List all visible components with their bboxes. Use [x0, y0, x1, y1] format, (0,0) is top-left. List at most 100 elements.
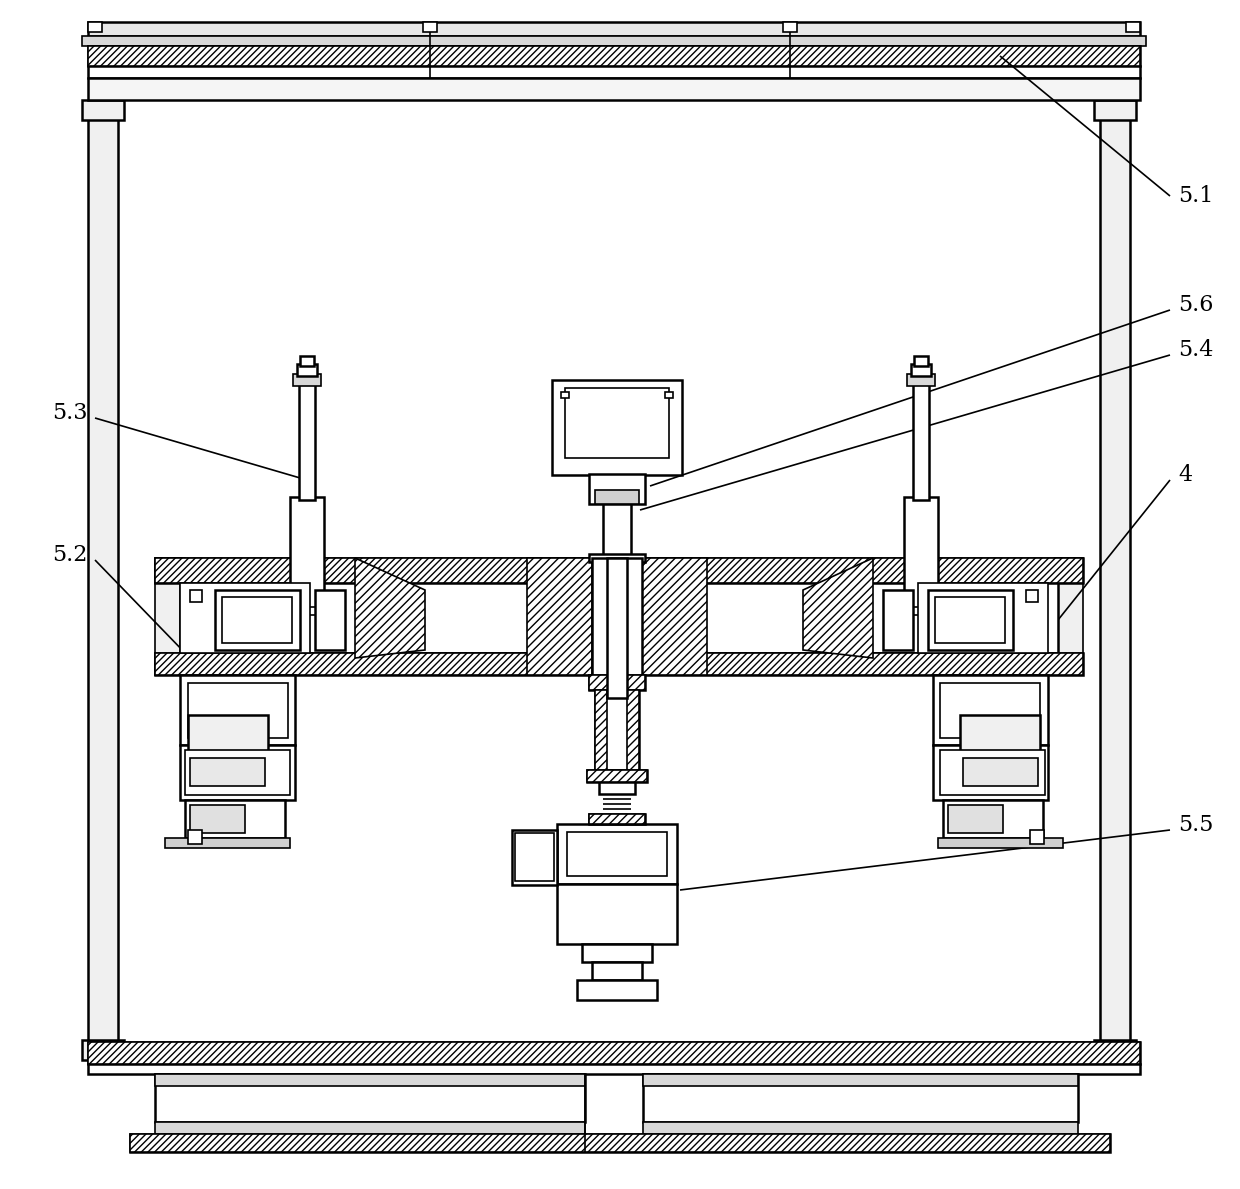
Bar: [180, 675, 295, 746]
Bar: [190, 590, 202, 602]
Bar: [595, 690, 639, 770]
Bar: [935, 597, 1004, 643]
Bar: [603, 504, 631, 559]
Bar: [155, 558, 1083, 583]
Bar: [589, 675, 645, 690]
Bar: [782, 23, 797, 32]
Bar: [88, 23, 1140, 36]
Bar: [285, 608, 329, 615]
Bar: [155, 1074, 585, 1122]
Text: 4: 4: [1178, 464, 1192, 486]
Bar: [932, 746, 1048, 800]
Bar: [627, 690, 639, 770]
Bar: [88, 78, 1140, 100]
Bar: [222, 597, 291, 643]
Bar: [180, 746, 295, 800]
Bar: [589, 814, 645, 824]
Text: 5.6: 5.6: [1178, 294, 1214, 316]
Bar: [595, 690, 608, 770]
Bar: [665, 392, 673, 398]
Bar: [582, 944, 652, 962]
Bar: [940, 750, 1045, 795]
Bar: [589, 554, 645, 562]
Bar: [644, 1122, 1078, 1134]
Bar: [963, 759, 1038, 786]
Bar: [567, 832, 667, 876]
Bar: [423, 23, 436, 32]
Bar: [928, 590, 1013, 650]
Bar: [1030, 830, 1044, 844]
Bar: [315, 590, 345, 650]
Bar: [185, 800, 285, 838]
Bar: [1126, 23, 1140, 32]
Bar: [565, 388, 670, 458]
Bar: [299, 382, 315, 501]
Bar: [130, 1134, 1110, 1152]
Bar: [215, 590, 300, 650]
Bar: [512, 830, 557, 885]
Polygon shape: [355, 558, 425, 658]
Bar: [949, 805, 1003, 833]
Bar: [899, 608, 942, 615]
Bar: [88, 1042, 1140, 1064]
Bar: [155, 1074, 585, 1086]
Bar: [290, 497, 324, 612]
Bar: [300, 356, 314, 366]
Bar: [883, 590, 913, 650]
Bar: [130, 1134, 1110, 1152]
Bar: [911, 364, 931, 376]
Bar: [155, 558, 1083, 583]
Bar: [188, 715, 268, 755]
Bar: [1100, 108, 1130, 1045]
Polygon shape: [804, 558, 873, 658]
Bar: [557, 824, 677, 883]
Bar: [155, 1122, 585, 1134]
Bar: [165, 838, 290, 848]
Bar: [906, 375, 935, 386]
Bar: [155, 558, 185, 675]
Bar: [298, 364, 317, 376]
Bar: [577, 980, 657, 1000]
Bar: [88, 23, 102, 32]
Bar: [82, 1040, 124, 1061]
Bar: [188, 682, 288, 738]
Text: 5.3: 5.3: [52, 402, 88, 424]
Bar: [88, 1064, 1140, 1074]
Bar: [599, 782, 635, 794]
Bar: [904, 497, 937, 612]
Bar: [942, 800, 1043, 838]
Bar: [937, 838, 1063, 848]
Bar: [188, 830, 202, 844]
Bar: [940, 682, 1040, 738]
Bar: [515, 833, 554, 881]
Bar: [587, 770, 647, 782]
Bar: [644, 1074, 1078, 1122]
Bar: [185, 750, 290, 795]
Bar: [560, 392, 569, 398]
Bar: [1094, 1040, 1136, 1061]
Bar: [642, 558, 707, 675]
Bar: [527, 558, 591, 675]
Bar: [589, 814, 645, 824]
Bar: [155, 653, 1083, 675]
Bar: [914, 356, 928, 366]
Bar: [88, 108, 118, 1045]
Bar: [595, 490, 639, 504]
Bar: [82, 36, 1146, 46]
Bar: [190, 759, 265, 786]
Text: 5.2: 5.2: [52, 545, 88, 566]
Bar: [155, 653, 1083, 675]
Bar: [82, 100, 124, 120]
Bar: [918, 583, 1048, 653]
Bar: [913, 382, 929, 501]
Bar: [591, 558, 642, 675]
Text: 5.1: 5.1: [1178, 185, 1214, 207]
Bar: [608, 558, 627, 698]
Polygon shape: [557, 883, 677, 944]
Bar: [552, 380, 682, 474]
Bar: [88, 46, 1140, 67]
Bar: [1055, 558, 1083, 675]
Bar: [589, 474, 645, 504]
Text: 5.4: 5.4: [1178, 339, 1214, 361]
Bar: [88, 67, 1140, 78]
